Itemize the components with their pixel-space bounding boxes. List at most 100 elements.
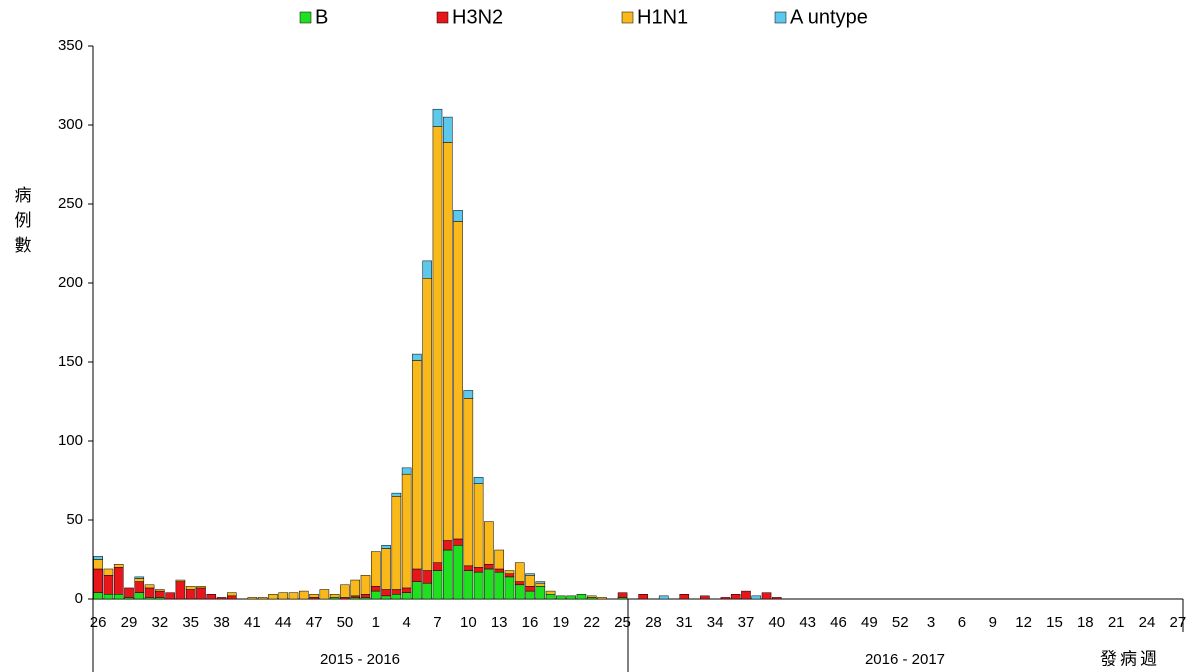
bar-segment	[370, 590, 381, 600]
bar-segment	[412, 581, 422, 600]
bar-segment	[391, 492, 402, 497]
bar-segment	[463, 398, 474, 567]
bar-segment	[113, 594, 124, 600]
bar-segment	[463, 390, 474, 399]
bar-segment	[370, 551, 381, 587]
x-tick-label: 52	[892, 614, 909, 631]
bar-segment	[535, 582, 546, 587]
bar-segment	[216, 597, 227, 600]
bar-segment	[772, 597, 782, 600]
x-tick-label: 41	[244, 614, 261, 631]
bar-segment	[545, 590, 556, 595]
bar-segment	[473, 477, 484, 484]
bar-segment	[741, 590, 751, 600]
y-tick-label: 250	[58, 195, 83, 212]
x-axis-title: 發病週	[1100, 650, 1160, 670]
legend-label: H3N2	[452, 6, 503, 28]
x-tick-label: 38	[213, 614, 230, 631]
x-tick-label: 47	[306, 614, 323, 631]
x-tick-label: 4	[402, 614, 410, 631]
legend-swatch	[299, 11, 312, 24]
bar-segment	[473, 483, 484, 568]
bar-segment	[196, 586, 206, 589]
bar-segment	[514, 562, 525, 582]
bar-segment	[700, 595, 710, 600]
bar-segment	[442, 142, 453, 541]
bar-segment	[227, 592, 237, 597]
bar-segment	[494, 568, 504, 573]
legend-label: H1N1	[637, 6, 688, 28]
bar-segment	[103, 594, 114, 600]
x-tick-label: 50	[337, 614, 354, 631]
bar-segment	[206, 594, 217, 600]
bar-segment	[93, 556, 103, 560]
bar-segment	[381, 595, 391, 600]
bar-segment	[751, 595, 762, 600]
bar-segment	[720, 597, 731, 600]
bar-segment	[453, 210, 463, 222]
bar-segment	[525, 586, 535, 592]
bar-segment	[124, 587, 134, 598]
x-tick-label: 31	[676, 614, 693, 631]
x-tick-label: 34	[707, 614, 724, 631]
bar-segment	[370, 586, 381, 592]
bar-segment	[113, 563, 124, 568]
x-tick-label: 16	[522, 614, 539, 631]
bar-segment	[658, 595, 669, 600]
bar-segment	[350, 579, 361, 597]
bar-segment	[401, 592, 412, 600]
bar-segment	[288, 592, 299, 600]
bar-segment	[494, 549, 504, 570]
y-tick-label: 100	[58, 432, 83, 449]
bar-segment	[535, 581, 546, 584]
x-tick-label: 26	[90, 614, 107, 631]
bar-segment	[93, 559, 103, 570]
bar-segment	[432, 126, 443, 563]
y-tick-label: 0	[75, 590, 83, 607]
bar-segment	[453, 221, 463, 540]
bar-segment	[422, 260, 432, 279]
bar-segment	[504, 576, 515, 600]
bar-segment	[597, 597, 607, 600]
bar-segment	[391, 589, 402, 595]
bar-segment	[432, 108, 443, 127]
bar-segment	[473, 571, 484, 600]
bar-segment	[329, 594, 340, 598]
bar-segment	[525, 575, 535, 587]
bar-segment	[134, 578, 145, 582]
x-tick-label: 37	[738, 614, 755, 631]
bar-segment	[422, 582, 432, 600]
bar-segment	[319, 589, 330, 600]
x-tick-label: 18	[1077, 614, 1094, 631]
x-tick-label: 12	[1015, 614, 1032, 631]
x-tick-label: 15	[1046, 614, 1063, 631]
bar-segment	[484, 521, 494, 565]
bar-segment	[730, 594, 741, 600]
bar-segment	[401, 473, 412, 589]
group-label: 2016 - 2017	[865, 651, 945, 668]
bar-segment	[144, 587, 155, 598]
x-tick-label: 35	[182, 614, 199, 631]
x-tick-label: 29	[121, 614, 138, 631]
bar-segment	[638, 594, 648, 600]
x-tick-label: 44	[275, 614, 292, 631]
bar-segment	[525, 573, 535, 576]
x-tick-label: 24	[1139, 614, 1156, 631]
bar-segment	[453, 538, 463, 546]
x-tick-label: 7	[433, 614, 441, 631]
y-tick-label: 300	[58, 116, 83, 133]
bar-segment	[103, 568, 114, 576]
bar-segment	[144, 584, 155, 589]
bar-segment	[525, 590, 535, 600]
legend-label: A untype	[790, 6, 868, 28]
y-tick-label: 150	[58, 353, 83, 370]
bar-segment	[535, 586, 546, 600]
bar-segment	[432, 570, 443, 600]
bar-segment	[761, 592, 772, 600]
x-tick-label: 43	[799, 614, 816, 631]
bar-segment	[93, 568, 103, 593]
bar-segment	[463, 565, 474, 571]
bar-segment	[401, 467, 412, 475]
x-tick-label: 3	[927, 614, 935, 631]
